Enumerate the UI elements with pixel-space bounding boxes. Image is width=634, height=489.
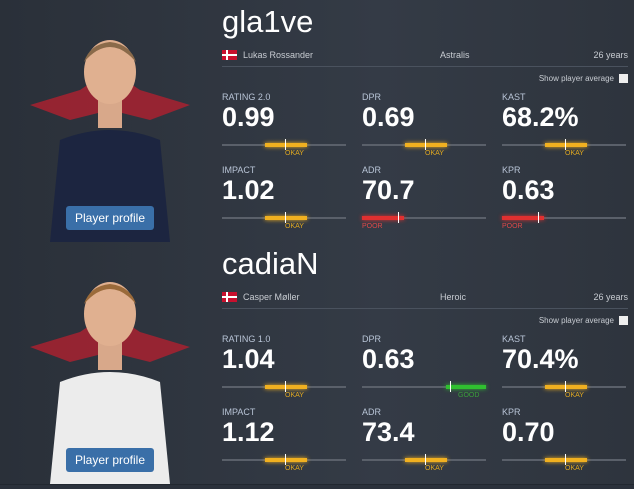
average-toggle-label: Show player average [538,74,614,83]
stat-value: 1.04 [222,344,275,374]
stat-bar-marker [285,139,286,150]
stat-bar-segment [545,385,587,389]
stat-bar-segment [405,143,447,147]
stat-value: 1.12 [222,417,275,447]
stat-label: RATING 1.0 [222,334,271,344]
stat-bar-segment [362,216,404,220]
stat-value: 73.4 [362,417,415,447]
stat-rating: OKAY [425,465,444,472]
stat-bar-marker [538,212,539,223]
stat-value: 70.4% [502,344,579,374]
stat-bar-segment [265,458,307,462]
average-checkbox[interactable] [619,316,628,325]
flag [222,292,237,302]
stat-label: KAST [502,334,526,344]
stat-bar-marker [285,454,286,465]
stat-bar-segment [545,458,587,462]
stat-bar-segment [502,216,544,220]
player-name: Lukas Rossander [243,50,314,60]
stat-rating: OKAY [565,465,584,472]
stat-label: IMPACT [222,407,256,417]
stat-rating: OKAY [285,392,304,399]
stat-bar-track [362,217,486,219]
stat-bar-marker [285,381,286,392]
average-toggle-label: Show player average [538,316,614,325]
stat-bar-marker [450,381,451,392]
stat-bar-marker [565,454,566,465]
stat-label: KPR [502,165,521,175]
stat-rating: POOR [362,223,383,230]
stat-label: KPR [502,407,521,417]
player-card: Player profile gla1ve Lukas Rossander Astra… [0,0,634,243]
stat-bar-marker [425,454,426,465]
flag-cross-h [222,54,237,56]
stat-value: 0.63 [362,344,415,374]
stat-bar-marker [565,381,566,392]
stat-label: DPR [362,334,382,344]
stat-bar-segment [405,458,447,462]
stat-value: 70.7 [362,175,415,205]
stat-label: DPR [362,92,382,102]
flag [222,50,237,60]
stat-bar-segment [265,143,307,147]
stat-rating: POOR [502,223,523,230]
stat-rating: GOOD [458,392,480,399]
stat-bar-segment [446,385,486,389]
stat-value: 0.70 [502,417,555,447]
player-nickname: gla1ve [222,4,314,39]
stat-rating: OKAY [285,465,304,472]
stat-bar-marker [565,139,566,150]
stat-bar-segment [265,216,307,220]
average-checkbox[interactable] [619,74,628,83]
stat-label: ADR [362,407,382,417]
player-card: Player profile cadiaN Casper Møller Heroic 2… [0,242,634,485]
stat-label: RATING 2.0 [222,92,271,102]
stat-value: 0.63 [502,175,555,205]
stat-bar-marker [285,212,286,223]
stat-bar-marker [398,212,399,223]
stat-value: 1.02 [222,175,275,205]
flag-cross-h [222,296,237,298]
stat-bar-track [362,386,486,388]
separator [222,308,628,309]
stat-bar-segment [265,385,307,389]
player-nickname: cadiaN [222,246,319,281]
separator [222,66,628,67]
stat-bar-track [502,217,626,219]
player-team: Heroic [440,292,467,302]
player-team: Astralis [440,50,470,60]
stat-bar-segment [545,143,587,147]
player-profile-button[interactable]: Player profile [66,448,154,472]
stat-label: ADR [362,165,382,175]
stat-label: KAST [502,92,526,102]
player-age: 26 years [593,50,628,60]
stat-bar-marker [425,139,426,150]
stat-value: 68.2% [502,102,579,132]
player-age: 26 years [593,292,628,302]
stat-value: 0.99 [222,102,275,132]
stat-label: IMPACT [222,165,256,175]
stat-value: 0.69 [362,102,415,132]
player-profile-button[interactable]: Player profile [66,206,154,230]
stat-rating: OKAY [565,392,584,399]
stat-rating: OKAY [565,150,584,157]
stat-rating: OKAY [425,150,444,157]
player-name: Casper Møller [243,292,300,302]
stat-rating: OKAY [285,150,304,157]
stat-rating: OKAY [285,223,304,230]
